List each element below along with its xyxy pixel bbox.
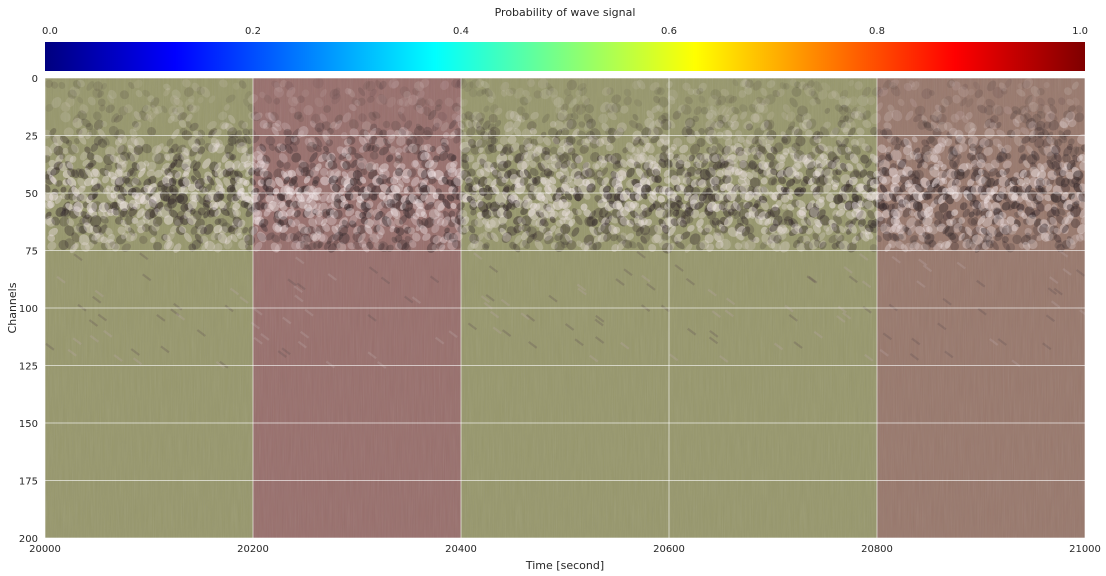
x-axis: 20000 20200 20400 20600 20800 21000 bbox=[29, 544, 1101, 555]
y-tick-label: 50 bbox=[25, 189, 38, 200]
x-tick-label: 20600 bbox=[653, 544, 685, 555]
colorbar-gradient bbox=[45, 42, 1085, 71]
colorbar-tick-label: 0.0 bbox=[42, 26, 58, 37]
colorbar-ticks: 0.0 0.2 0.4 0.6 0.8 1.0 bbox=[42, 26, 1088, 37]
x-tick-label: 20400 bbox=[445, 544, 477, 555]
colorbar-tick-label: 1.0 bbox=[1072, 26, 1088, 37]
y-tick-label: 125 bbox=[19, 362, 38, 373]
y-tick-label: 100 bbox=[19, 304, 38, 315]
y-tick-label: 150 bbox=[19, 419, 38, 430]
colorbar-tick-label: 0.4 bbox=[453, 26, 469, 37]
heatmap-plot bbox=[45, 78, 1085, 538]
y-tick-label: 175 bbox=[19, 477, 38, 488]
y-tick-label: 200 bbox=[19, 534, 38, 545]
x-tick-label: 20000 bbox=[29, 544, 61, 555]
y-tick-label: 75 bbox=[25, 247, 38, 258]
y-axis: 0 25 50 75 100 125 150 175 200 bbox=[19, 74, 38, 545]
x-tick-label: 20200 bbox=[237, 544, 269, 555]
x-axis-label: Time [second] bbox=[525, 559, 604, 572]
colorbar-label: Probability of wave signal bbox=[495, 6, 636, 19]
grid-lines bbox=[45, 78, 1085, 538]
colorbar: Probability of wave signal 0.0 0.2 0.4 0.6 0… bbox=[42, 6, 1088, 71]
y-axis-label: Channels bbox=[6, 282, 19, 333]
x-tick-label: 20800 bbox=[861, 544, 893, 555]
colorbar-tick-label: 0.8 bbox=[869, 26, 885, 37]
y-tick-label: 0 bbox=[32, 74, 38, 85]
x-tick-label: 21000 bbox=[1069, 544, 1101, 555]
colorbar-tick-label: 0.6 bbox=[661, 26, 677, 37]
y-tick-label: 25 bbox=[25, 132, 38, 143]
colorbar-tick-label: 0.2 bbox=[245, 26, 261, 37]
